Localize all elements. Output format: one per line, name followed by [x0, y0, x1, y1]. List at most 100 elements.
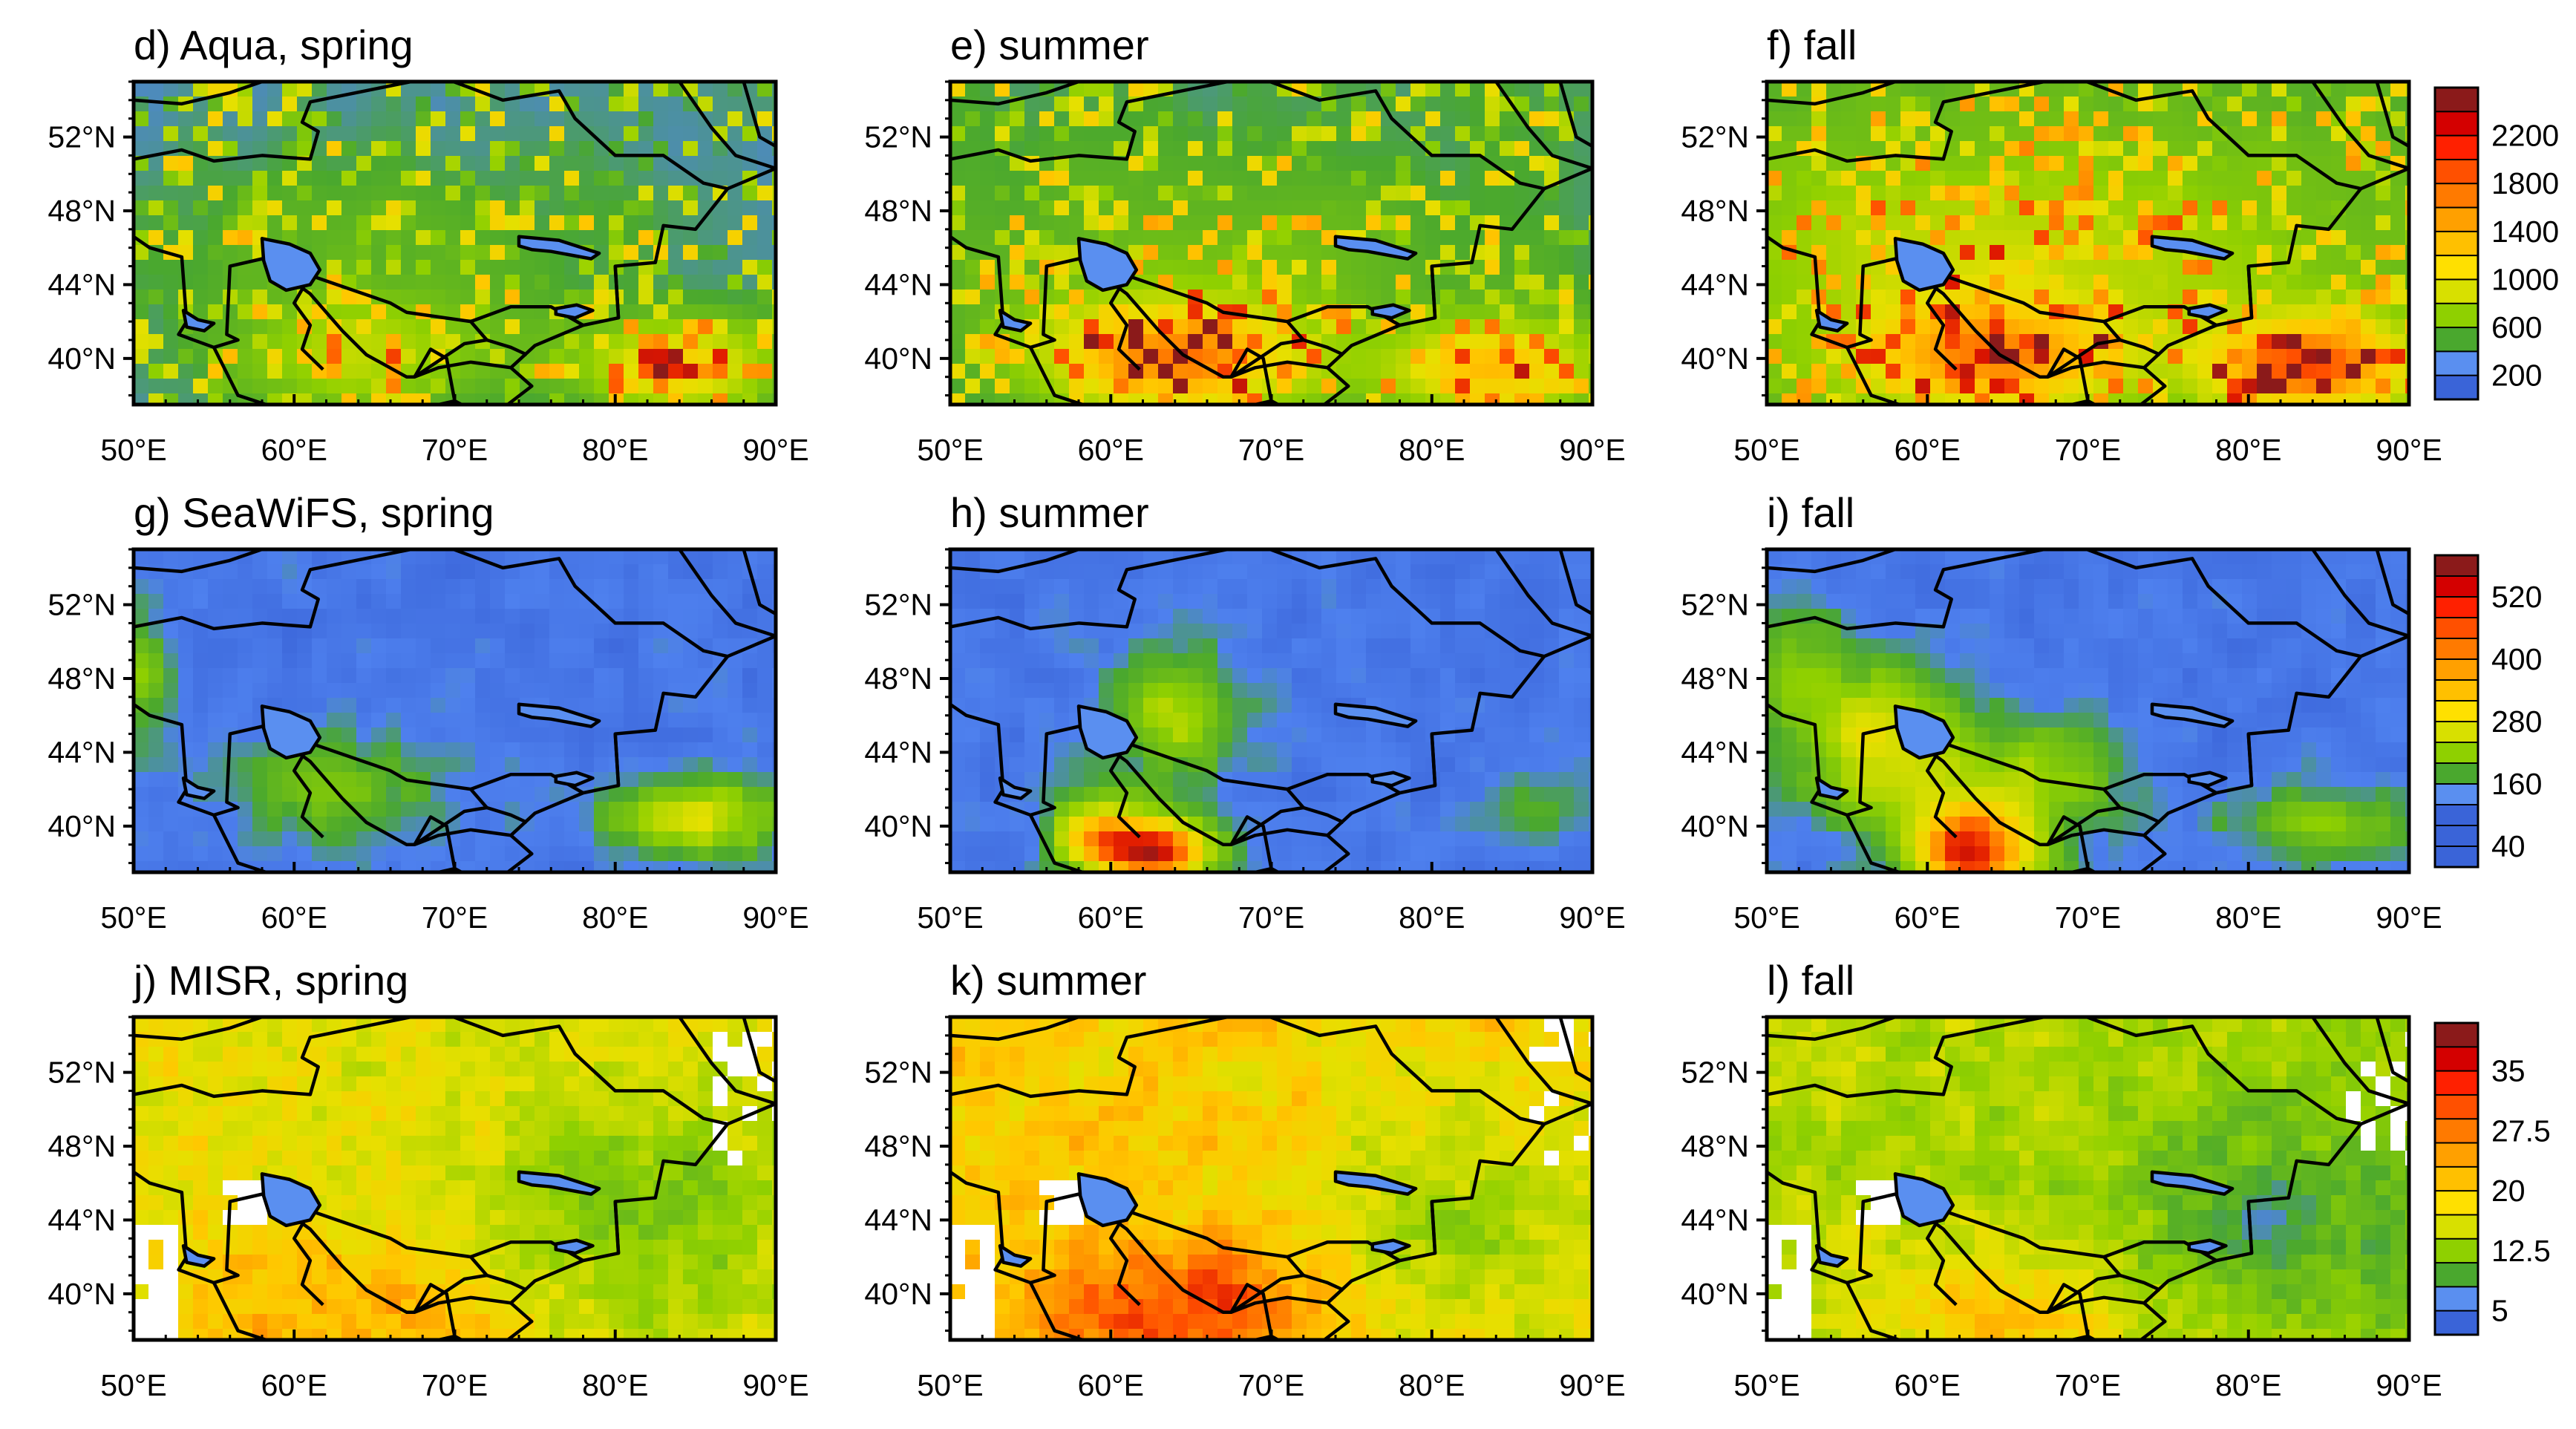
colorbar-swatch — [2434, 374, 2479, 401]
lon-tick-label: 60°E — [1895, 433, 1961, 467]
lon-tick-label: 60°E — [261, 1368, 327, 1402]
lon-tick-label: 70°E — [2055, 1368, 2121, 1402]
lon-tick-label: 80°E — [2215, 900, 2281, 935]
colorbar-swatch — [2434, 206, 2479, 233]
lat-tick-label: 52°N — [1681, 120, 1749, 154]
colorbar-label: 5 — [2491, 1294, 2508, 1328]
colorbar-swatch — [2434, 617, 2479, 640]
colorbar-swatch — [2434, 804, 2479, 827]
gridded-field — [1767, 82, 2409, 405]
lon-tick-label: 80°E — [582, 433, 648, 467]
lat-tick-label: 52°N — [48, 588, 116, 622]
colorbar-label: 20 — [2491, 1174, 2526, 1208]
lat-tick-label: 48°N — [48, 1129, 116, 1163]
lat-tick-label: 40°N — [1681, 1277, 1749, 1311]
gridded-field — [134, 1017, 776, 1340]
lon-tick-label: 50°E — [1733, 900, 1799, 935]
colorbar-swatch — [2434, 742, 2479, 765]
colorbar-swatch — [2434, 1309, 2479, 1336]
colorbar-swatch — [2434, 1046, 2479, 1073]
lat-tick-label: 48°N — [1681, 661, 1749, 696]
lat-tick-label: 44°N — [864, 1203, 932, 1237]
lat-tick-label: 40°N — [48, 341, 116, 376]
lon-tick-label: 90°E — [2376, 900, 2442, 935]
lon-tick-label: 50°E — [917, 433, 983, 467]
colorbar-swatch — [2434, 1165, 2479, 1192]
lon-tick-label: 70°E — [1238, 900, 1304, 935]
country-borders — [950, 1017, 1592, 1340]
lon-tick-label: 90°E — [742, 1368, 808, 1402]
colorbar-swatch — [2434, 278, 2479, 305]
lat-tick-label: 44°N — [48, 267, 116, 301]
lon-tick-label: 70°E — [2055, 433, 2121, 467]
colorbar-swatch — [2434, 555, 2479, 578]
lat-tick-label: 40°N — [48, 1277, 116, 1311]
colorbar-swatch — [2434, 1022, 2479, 1048]
colorbar-swatch — [2434, 1093, 2479, 1120]
colorbar-label: 35 — [2491, 1054, 2526, 1088]
colorbar-label: 1400 — [2491, 215, 2559, 249]
colorbar-swatch — [2434, 1118, 2479, 1145]
lon-tick-label: 70°E — [422, 433, 488, 467]
lat-tick-label: 52°N — [864, 120, 932, 154]
panel-title: k) summer — [950, 957, 1146, 1004]
colorbar-label: 280 — [2491, 704, 2542, 739]
lon-tick-label: 60°E — [1895, 1368, 1961, 1402]
map-panel-f: 50°E 60°E 70°E 80°E 90°E 52°N 48°N 44°N 40°N f) f… — [1681, 22, 2442, 467]
colorbar-misr: 35 27.5 20 12.5 5 — [2433, 1021, 2551, 1336]
colorbar-swatch — [2434, 575, 2479, 598]
lat-tick-label: 48°N — [864, 194, 932, 228]
lat-tick-label: 52°N — [1681, 1056, 1749, 1090]
lat-tick-label: 48°N — [1681, 1129, 1749, 1163]
colorbar-swatch — [2434, 1237, 2479, 1264]
lat-tick-label: 40°N — [1681, 809, 1749, 843]
country-borders — [1767, 549, 2409, 872]
lat-tick-label: 44°N — [864, 267, 932, 301]
lon-tick-label: 60°E — [1078, 900, 1144, 935]
lon-tick-label: 80°E — [582, 1368, 648, 1402]
gridded-field — [950, 1017, 1592, 1340]
colorbar-label: 27.5 — [2491, 1114, 2551, 1148]
colorbar-swatch — [2434, 721, 2479, 744]
map-panel-k: 50°E 60°E 70°E 80°E 90°E 52°N 48°N 44°N 40°N k) s… — [864, 957, 1625, 1402]
lat-tick-label: 52°N — [864, 1056, 932, 1090]
lon-tick-label: 70°E — [422, 1368, 488, 1402]
lat-tick-label: 52°N — [48, 1056, 116, 1090]
colorbar-swatch — [2434, 350, 2479, 377]
lat-tick-label: 44°N — [864, 735, 932, 769]
colorbar-swatch — [2434, 158, 2479, 185]
lat-tick-label: 44°N — [48, 735, 116, 769]
lat-tick-label: 40°N — [1681, 341, 1749, 376]
lat-tick-label: 44°N — [1681, 1203, 1749, 1237]
colorbar-label: 520 — [2491, 580, 2542, 614]
colorbar-swatch — [2434, 679, 2479, 702]
colorbar-swatch — [2434, 183, 2479, 209]
colorbar-swatch — [2434, 596, 2479, 619]
lat-tick-label: 40°N — [864, 341, 932, 376]
colorbar-swatch — [2434, 327, 2479, 353]
panel-title: e) summer — [950, 22, 1149, 68]
colorbar-swatch — [2434, 255, 2479, 281]
gridded-field — [950, 82, 1592, 405]
colorbar-label: 400 — [2491, 642, 2542, 676]
lon-tick-label: 80°E — [1399, 900, 1465, 935]
lat-tick-label: 44°N — [48, 1203, 116, 1237]
lat-tick-label: 52°N — [864, 588, 932, 622]
lon-tick-label: 60°E — [1078, 433, 1144, 467]
lon-tick-label: 90°E — [2376, 433, 2442, 467]
colorbar-swatch — [2434, 134, 2479, 161]
lat-tick-label: 52°N — [48, 120, 116, 154]
lon-tick-label: 80°E — [2215, 433, 2281, 467]
panel-title: f) fall — [1767, 22, 1857, 68]
colorbar-swatch — [2434, 111, 2479, 137]
colorbar-label: 12.5 — [2491, 1234, 2551, 1268]
lat-tick-label: 40°N — [864, 809, 932, 843]
colorbar-swatch — [2434, 762, 2479, 785]
lon-tick-label: 50°E — [917, 900, 983, 935]
country-borders — [950, 549, 1592, 872]
map-panel-h: 50°E 60°E 70°E 80°E 90°E 52°N 48°N 44°N 40°N h) s… — [864, 489, 1625, 935]
panel-title: i) fall — [1767, 489, 1854, 536]
colorbar-swatch — [2434, 1070, 2479, 1096]
lon-tick-label: 50°E — [1733, 433, 1799, 467]
lon-tick-label: 80°E — [1399, 433, 1465, 467]
